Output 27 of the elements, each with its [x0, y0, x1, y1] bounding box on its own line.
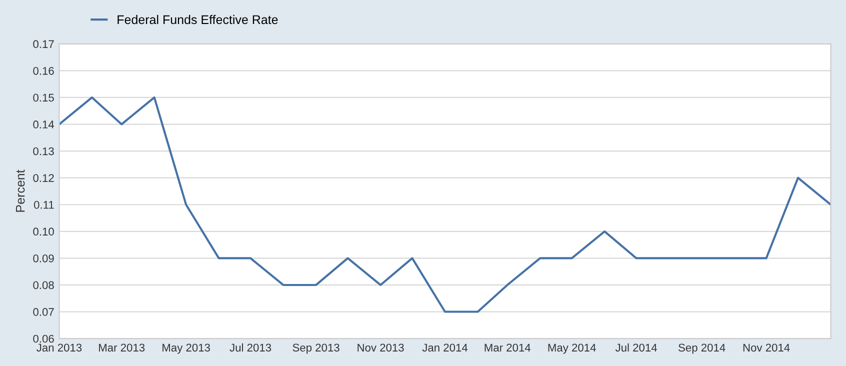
y-axis-title: Percent	[16, 170, 25, 212]
x-tick-label: Nov 2014	[743, 344, 790, 352]
x-tick-label: Sep 2013	[292, 344, 340, 354]
y-tick-label: 0.13	[33, 147, 54, 156]
x-tick-label: Mar 2014	[484, 344, 530, 352]
x-tick-label: Jul 2013	[230, 343, 272, 352]
x-tick-label: Jul 2014	[615, 343, 657, 352]
x-tick-label: Jan 2013	[36, 344, 82, 352]
x-tick-label: Mar 2013	[99, 344, 145, 352]
y-tick-label: 0.17	[33, 40, 54, 48]
x-tick-label: Jan 2014	[422, 344, 468, 352]
y-tick-label: 0.09	[33, 254, 54, 262]
y-tick-label: 0.06	[33, 334, 54, 343]
y-tick-label: 0.11	[34, 200, 54, 209]
y-tick-label: 0.10	[33, 228, 54, 236]
x-tick-label: Nov 2013	[358, 344, 404, 352]
y-tick-label: 0.16	[33, 66, 54, 75]
y-tick-label: 0.15	[33, 94, 54, 102]
line-series	[59, 96, 831, 313]
legend-label: Federal Funds Effective Rate	[118, 14, 278, 24]
x-tick-label: May 2013	[162, 344, 210, 354]
x-tick-label: Sep 2014	[678, 344, 726, 354]
y-tick-label: 0.08	[33, 281, 54, 290]
y-tick-label: 0.12	[33, 174, 54, 182]
x-tick-label: May 2014	[548, 344, 596, 354]
y-tick-label: 0.14	[33, 120, 54, 128]
y-tick-label: 0.07	[33, 308, 54, 316]
